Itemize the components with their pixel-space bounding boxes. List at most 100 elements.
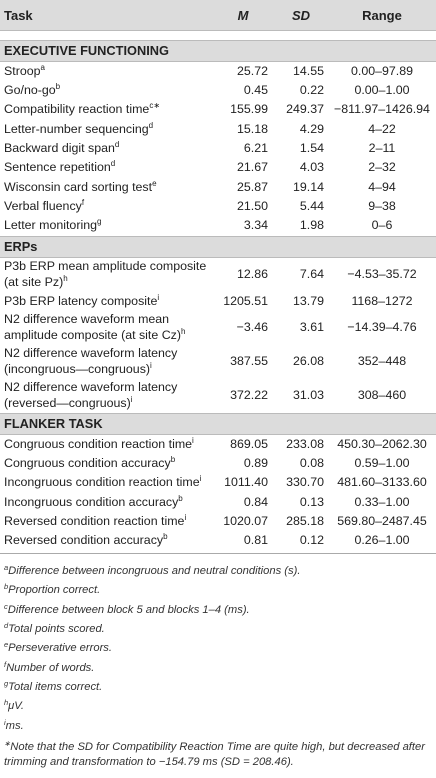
footnote-mark: i (130, 394, 133, 404)
sd-cell: 4.03 (299, 160, 324, 175)
task-cell: Congruous condition accuracyb (0, 454, 212, 473)
task-cell: N2 difference waveform latency (reversed—… (4, 380, 178, 410)
mean-cell: 21.67 (236, 160, 268, 175)
mean-cell: 1205.51 (223, 293, 268, 308)
task-cell: Incongruous condition accuracyb (0, 493, 212, 512)
mean-cell: 869.05 (230, 436, 268, 451)
mean-cell: 387.55 (230, 354, 268, 369)
mean-cell: 12.86 (236, 266, 268, 281)
range-cell: 450.30–2062.30 (337, 436, 427, 451)
footnote-mark: i (184, 513, 187, 523)
footnote: hμV. (4, 699, 432, 718)
task-cell: Reversed condition reaction timei (0, 512, 212, 531)
footnote-mark: e (152, 178, 157, 188)
range-cell: 0.33–1.00 (354, 494, 410, 509)
footnote-mark: c∗ (149, 101, 161, 111)
footnote-mark: i (192, 435, 194, 445)
table-row: Stroopa 25.72 14.55 0.00–97.89 (0, 62, 436, 82)
footnote-mark: b (55, 82, 61, 92)
range-cell: 4–94 (368, 179, 396, 194)
task-name: Sentence repetition (4, 160, 111, 175)
table-body: EXECUTIVE FUNCTIONING Stroopa 25.72 14.55 0.… (0, 31, 436, 554)
sd-cell: 330.70 (286, 475, 324, 490)
footnote-mark: b (178, 493, 183, 503)
task-name: Congruous condition reaction time (4, 436, 193, 451)
footnote-mark: i (157, 292, 160, 302)
table-row: Reversed condition accuracyb 0.81 0.12 0.26… (0, 531, 436, 554)
task-cell: N2 difference waveform mean amplitude com… (4, 312, 186, 342)
task-name: Incongruous condition reaction time (4, 475, 200, 490)
range-cell: 0.59–1.00 (354, 456, 410, 471)
task-name: Backward digit span (4, 141, 115, 156)
table-row: Congruous condition accuracyb 0.89 0.08 0.5… (0, 454, 436, 473)
task-name: Verbal fluency (4, 198, 82, 213)
task-name: Compatibility reaction time (4, 102, 150, 117)
sd-cell: 285.18 (286, 514, 324, 529)
footnote: cDifference between block 5 and blocks 1… (4, 602, 432, 622)
footnote: dTotal points scored. (4, 622, 432, 641)
mean-cell: 0.45 (243, 83, 268, 98)
section-header-row: EXECUTIVE FUNCTIONING (0, 40, 436, 62)
footnote-mark: f (81, 197, 85, 207)
task-cell: Congruous condition reaction timei (0, 434, 212, 454)
sd-cell: 249.37 (286, 102, 324, 117)
mean-cell: 1011.40 (224, 475, 268, 490)
range-cell: 2–32 (368, 160, 396, 175)
range-cell: 308–460 (357, 388, 407, 403)
footnote: gTotal items correct. (4, 680, 432, 699)
sd-cell: 0.22 (299, 83, 324, 98)
mean-cell: −3.46 (236, 320, 268, 335)
table-row: N2 difference waveform latency (incongruo… (0, 345, 436, 379)
section-title: ERPs (0, 235, 436, 258)
section-header-row: FLANKER TASK (0, 412, 436, 435)
task-name: P3b ERP latency composite (4, 293, 158, 308)
range-cell: −811.97–1426.94 (334, 102, 430, 117)
task-cell: Backward digit spand (0, 139, 212, 158)
sd-cell: 4.29 (299, 121, 324, 136)
footnote-mark: b (163, 532, 168, 542)
header-sd: SD (274, 0, 328, 31)
footnote: aDifference between incongruous and neut… (4, 564, 432, 583)
footnote-text: Number of words. (6, 661, 95, 674)
task-name: Reversed condition accuracy (4, 533, 164, 548)
range-cell: 481.60–3133.60 (337, 475, 427, 490)
range-cell: 569.80–2487.45 (337, 514, 427, 529)
table-row: Sentence repetitiond 21.67 4.03 2–32 (0, 158, 436, 177)
table-row: Backward digit spand 6.21 1.54 2–11 (0, 139, 436, 158)
range-cell: 2–11 (368, 141, 396, 156)
task-name: Go/no-go (4, 83, 56, 98)
table-row: P3b ERP latency compositei 1205.51 13.79 11… (0, 292, 436, 311)
spacer-row (0, 31, 436, 41)
task-cell: Wisconsin card sorting teste (0, 178, 212, 197)
footnote-text: Proportion correct. (8, 584, 101, 597)
mean-cell: 372.22 (230, 388, 268, 403)
task-name: Letter monitoring (4, 218, 97, 233)
footnote-mark: i (150, 360, 152, 370)
task-cell: N2 difference waveform latency (incongruo… (4, 346, 178, 376)
mean-cell: 15.18 (236, 121, 268, 136)
footnote-mark: g (96, 217, 102, 227)
range-cell: 0.00–97.89 (350, 63, 413, 78)
section-title: FLANKER TASK (0, 412, 436, 435)
footnote-symbol: e (4, 640, 9, 650)
table-footnotes: aDifference between incongruous and neut… (0, 554, 436, 769)
range-cell: 0–6 (371, 218, 393, 233)
sd-cell: 7.64 (299, 266, 324, 281)
footnote-text: Total points scored. (8, 622, 105, 635)
task-name: Reversed condition reaction time (4, 514, 185, 529)
footnote: ePerseverative errors. (4, 641, 432, 660)
footnote-text: Note that the SD for Compatibility React… (4, 741, 425, 769)
footnote: ims. (4, 719, 432, 738)
table-row: Reversed condition reaction timei 1020.07… (0, 512, 436, 531)
spacer-cell (0, 31, 436, 41)
table-row: N2 difference waveform latency (reversed—… (0, 379, 436, 414)
sd-cell: 19.14 (292, 179, 324, 194)
header-range: Range (328, 0, 436, 31)
task-cell: Compatibility reaction timec∗ (0, 101, 212, 120)
mean-cell: 25.72 (236, 63, 268, 78)
task-cell: P3b ERP mean amplitude composite (at site… (4, 259, 207, 289)
footnote: bProportion correct. (4, 583, 432, 602)
footnote-text: Difference between block 5 and blocks 1–… (7, 603, 250, 616)
footnote-symbol: d (4, 620, 9, 630)
footnote-text: Perseverative errors. (8, 642, 113, 655)
